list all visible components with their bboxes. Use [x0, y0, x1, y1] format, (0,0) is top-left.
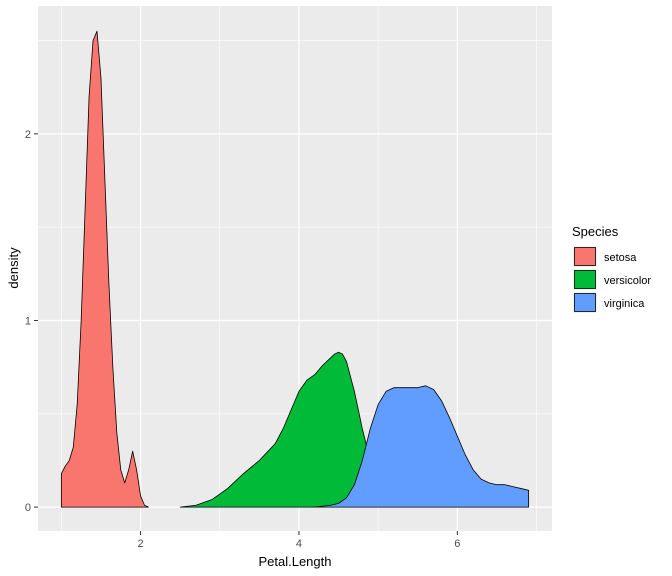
- y-tick-label: 2: [25, 129, 31, 141]
- density-areas: [60, 30, 530, 508]
- x-tick-label: 2: [137, 538, 143, 550]
- legend: Species setosa versicolor virginica: [572, 224, 651, 313]
- legend-swatch-virginica: [574, 293, 596, 312]
- legend-swatch-versicolor: [574, 270, 596, 289]
- legend-label-setosa: setosa: [604, 252, 637, 264]
- legend-swatch-setosa: [574, 247, 596, 266]
- legend-label-virginica: virginica: [604, 298, 645, 310]
- legend-label-versicolor: versicolor: [604, 275, 651, 287]
- x-tick-label: 6: [454, 538, 460, 550]
- x-axis: 2 4 6: [137, 531, 460, 550]
- density-area-virginica: [314, 385, 530, 508]
- x-axis-title: Petal.Length: [258, 554, 331, 569]
- y-axis-title: density: [6, 247, 21, 289]
- x-tick-label: 4: [296, 538, 302, 550]
- y-tick-label: 0: [25, 502, 31, 514]
- legend-title: Species: [572, 224, 619, 239]
- y-axis: 0 1 2: [25, 129, 38, 514]
- y-tick-label: 1: [25, 315, 31, 327]
- density-area-setosa: [60, 30, 149, 508]
